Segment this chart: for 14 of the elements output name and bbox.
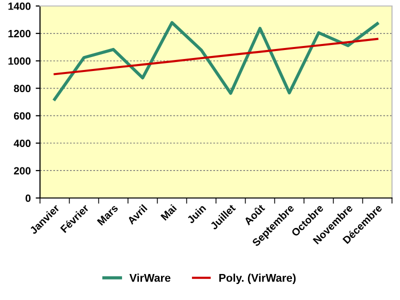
y-tick-label: 800 bbox=[14, 84, 31, 92]
y-tick-label: 0 bbox=[26, 194, 31, 202]
legend-label: VirWare bbox=[129, 274, 170, 282]
y-tick-label: 400 bbox=[14, 140, 31, 148]
x-tick-label: Juin bbox=[186, 204, 206, 224]
line-series bbox=[54, 38, 378, 76]
y-tick-label: 200 bbox=[14, 167, 31, 174]
y-tick-label: 1000 bbox=[8, 57, 31, 65]
y-tick-label: 1200 bbox=[8, 30, 31, 38]
x-tick-label: Mai bbox=[160, 204, 177, 221]
line-series bbox=[53, 21, 379, 101]
y-tick-label: 600 bbox=[14, 112, 31, 120]
legend-label: Poly. (VirWare) bbox=[219, 274, 296, 284]
y-tick-label: 1400 bbox=[8, 2, 31, 10]
